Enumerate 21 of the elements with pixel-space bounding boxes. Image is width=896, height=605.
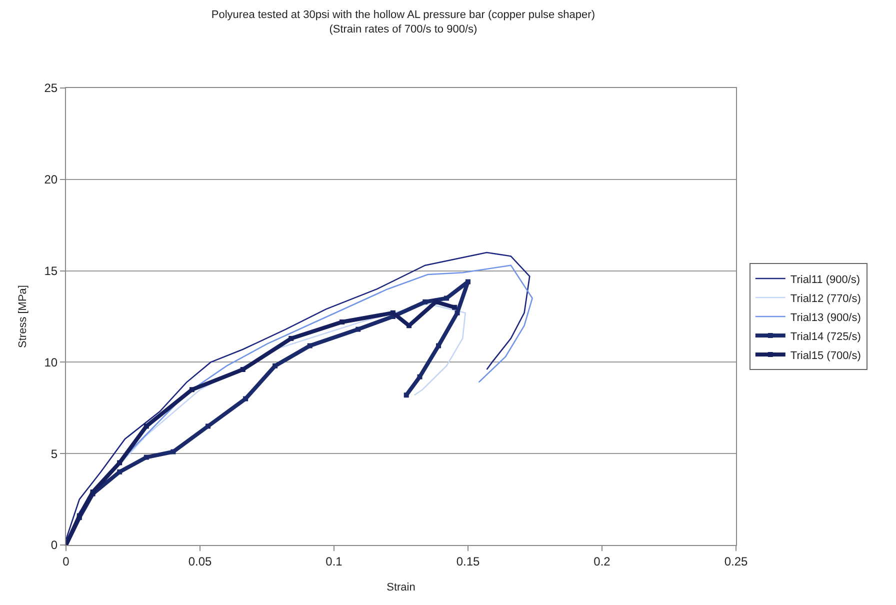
x-tick-label: 0.2	[594, 554, 611, 568]
x-tick-label: 0.1	[326, 554, 343, 568]
x-tick-label: 0.15	[456, 554, 480, 568]
legend-label: Trial13 (900/s)	[790, 312, 861, 324]
legend-label: Trial12 (770/s)	[790, 292, 861, 305]
y-tick-label: 0	[50, 538, 58, 552]
y-tick-label: 10	[44, 355, 58, 370]
y-tick-label: 15	[44, 264, 58, 278]
y-tick-label: 25	[44, 81, 58, 96]
x-tick-label: 0	[62, 554, 70, 568]
x-tick-label: 0.05	[188, 554, 212, 568]
y-tick-label: 20	[44, 172, 58, 187]
y-tick-label: 5	[50, 446, 58, 461]
chart-subtitle: (Strain rates of 700/s to 900/s)	[329, 23, 478, 36]
x-axis-title: Strain	[386, 582, 416, 594]
x-tick-label: 0.25	[724, 554, 748, 568]
y-axis-title: Stress [MPa]	[16, 285, 29, 348]
chart-title: Polyurea tested at 30psi with the hollow AL pressure bar (copper pulse shaper)	[211, 9, 595, 22]
legend-label: Trial15 (700/s)	[790, 350, 861, 362]
legend-label: Trial14 (725/s)	[790, 330, 861, 343]
legend-label: Trial11 (900/s)	[790, 274, 860, 286]
